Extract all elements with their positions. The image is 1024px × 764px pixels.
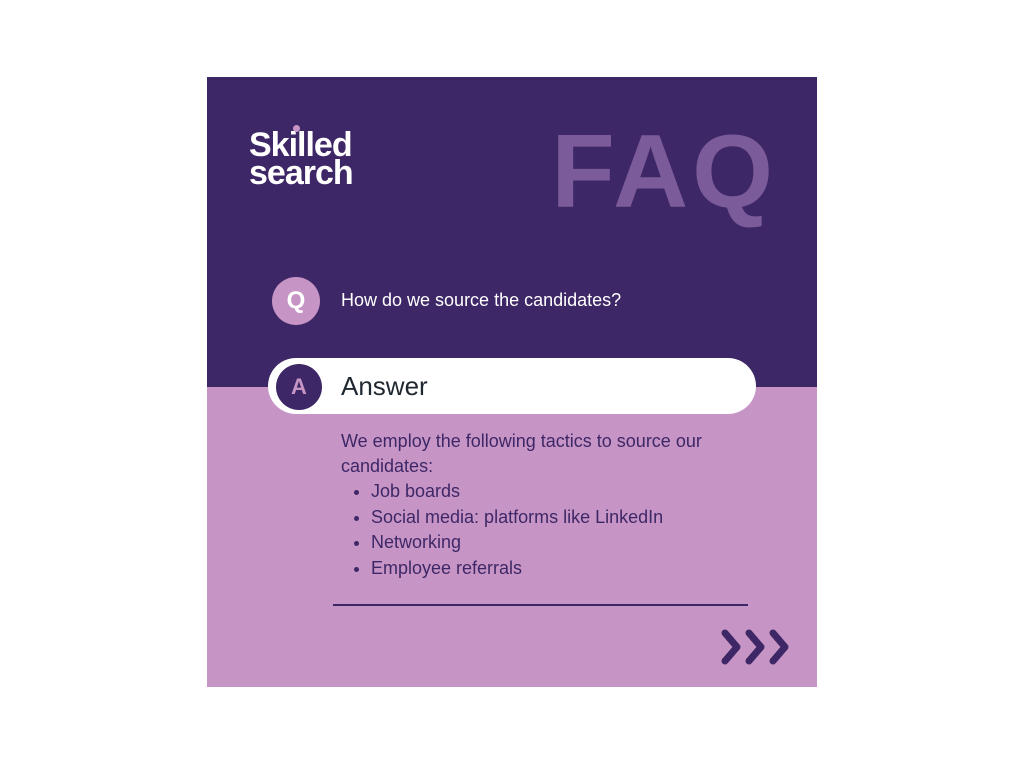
logo-dot-icon [293, 125, 300, 132]
question-text: How do we source the candidates? [341, 290, 622, 310]
answer-header: A Answer [268, 358, 756, 414]
question-badge: Q [272, 277, 320, 325]
brand-logo: Skilled search [249, 125, 354, 192]
chevron-right-icon [745, 629, 765, 665]
list-item: Social media: platforms like LinkedIn [371, 505, 741, 531]
list-item: Employee referrals [371, 556, 741, 582]
faq-card: Skilled search FAQ Q How do we source th… [207, 77, 817, 687]
list-item: Job boards [371, 479, 741, 505]
answer-badge: A [276, 364, 322, 410]
answer-intro: We employ the following tactics to sourc… [341, 431, 702, 476]
answer-label: Answer [341, 371, 428, 401]
triple-chevron-right-icon[interactable] [719, 627, 795, 667]
chevron-right-icon [769, 629, 789, 665]
card-top-panel [207, 77, 817, 387]
card-bottom-panel [207, 387, 817, 687]
divider [333, 604, 748, 606]
logo-line-2: search [249, 154, 354, 192]
chevron-right-icon [721, 629, 741, 665]
answer-body: We employ the following tactics to sourc… [341, 429, 741, 581]
tactics-list: Job boards Social media: platforms like … [341, 479, 741, 581]
list-item: Networking [371, 530, 741, 556]
page-title: FAQ [551, 114, 777, 230]
logo-line-1: Skilled [249, 126, 353, 164]
